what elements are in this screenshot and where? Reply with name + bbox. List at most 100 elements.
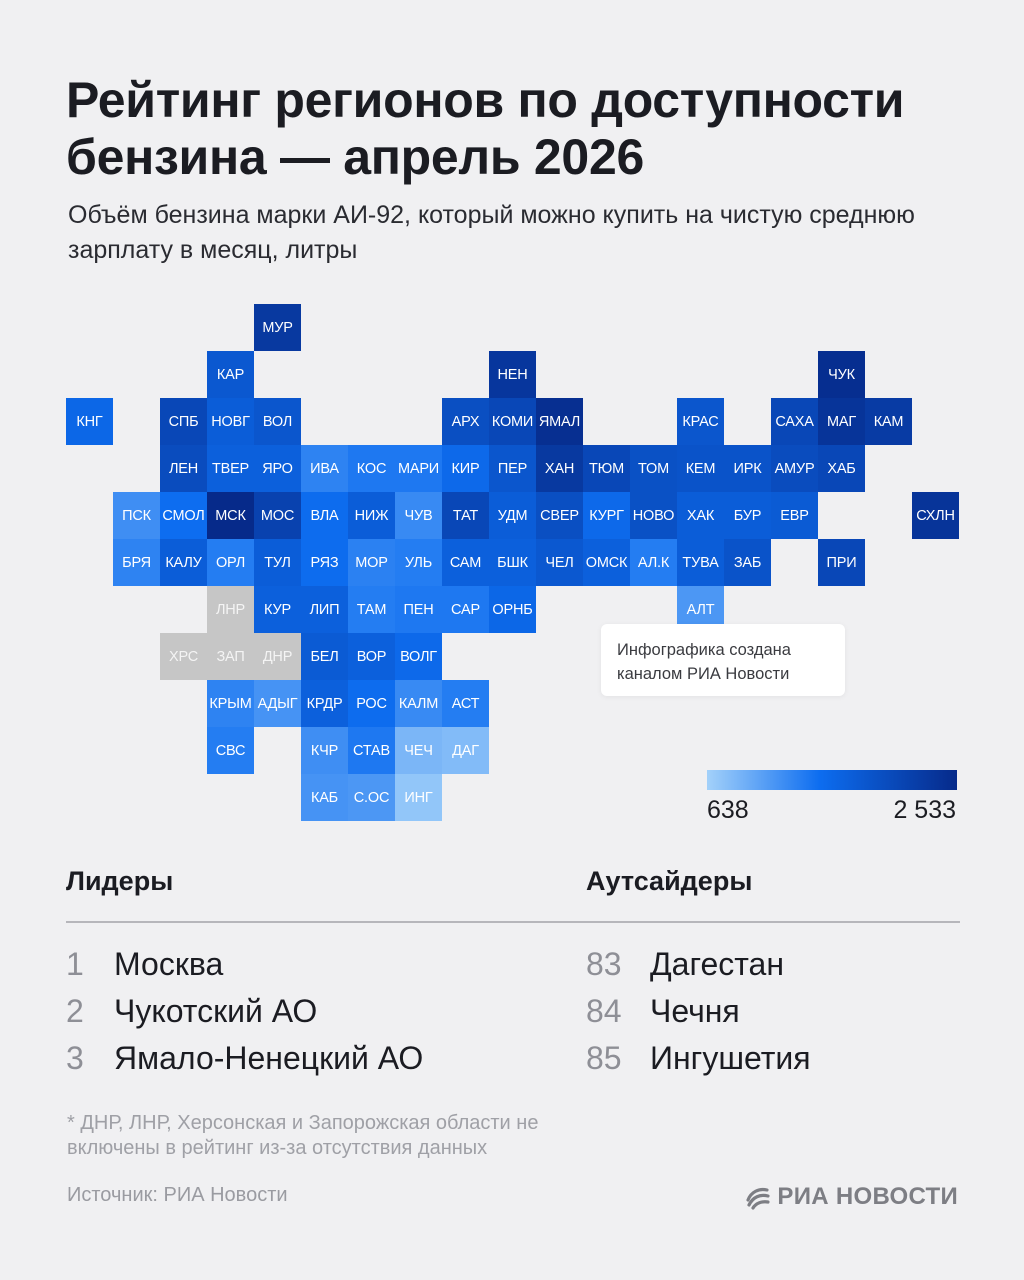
region-tile: ПРИ bbox=[818, 539, 865, 586]
region-tile: КАЛМ bbox=[395, 680, 442, 727]
region-tile: ОМСК bbox=[583, 539, 630, 586]
ria-globe-icon bbox=[746, 1187, 770, 1210]
leader-name: Ямало-Ненецкий АО bbox=[114, 1040, 424, 1076]
region-tile: МУР bbox=[254, 304, 301, 351]
leader-rank: 1 bbox=[66, 946, 84, 982]
region-tile: КРЫМ bbox=[207, 680, 254, 727]
outsider-row: 85 Ингушетия bbox=[586, 1038, 966, 1078]
region-tile: ТЮМ bbox=[583, 445, 630, 492]
region-tile: СПБ bbox=[160, 398, 207, 445]
brand-text: РИА НОВОСТИ bbox=[777, 1183, 958, 1210]
page-subtitle: Объём бензина марки АИ-92, который можно… bbox=[68, 201, 915, 264]
region-tile: НОВГ bbox=[207, 398, 254, 445]
legend-min-label: 638 bbox=[707, 796, 749, 824]
leader-row: 1 Москва bbox=[66, 944, 506, 984]
region-tile: КРАС bbox=[677, 398, 724, 445]
region-tile: БРЯ bbox=[113, 539, 160, 586]
region-tile: ВЛА bbox=[301, 492, 348, 539]
region-tile: ВОЛГ bbox=[395, 633, 442, 680]
leaders-heading: Лидеры bbox=[66, 866, 174, 896]
region-tile: ХРС bbox=[160, 633, 207, 680]
region-tile: АДЫГ bbox=[254, 680, 301, 727]
region-tile: ХАК bbox=[677, 492, 724, 539]
outsider-name: Чечня bbox=[650, 993, 740, 1029]
region-tile: РОС bbox=[348, 680, 395, 727]
region-tile: БШК bbox=[489, 539, 536, 586]
region-tile: КАМ bbox=[865, 398, 912, 445]
region-tile: АМУР bbox=[771, 445, 818, 492]
leader-row: 2 Чукотский АО bbox=[66, 991, 506, 1031]
region-tile: ВОР bbox=[348, 633, 395, 680]
region-tile: ХАН bbox=[536, 445, 583, 492]
region-tile: ЧЕЛ bbox=[536, 539, 583, 586]
region-tile: КЕМ bbox=[677, 445, 724, 492]
region-tile: ТАМ bbox=[348, 586, 395, 633]
region-tile: ТОМ bbox=[630, 445, 677, 492]
region-tile: УЛЬ bbox=[395, 539, 442, 586]
region-tile: ОРЛ bbox=[207, 539, 254, 586]
region-tile: БУР bbox=[724, 492, 771, 539]
region-tile: НЕН bbox=[489, 351, 536, 398]
source-label: Источник: РИА Новости bbox=[67, 1184, 288, 1206]
region-tile: МОС bbox=[254, 492, 301, 539]
region-tile: ЧЕЧ bbox=[395, 727, 442, 774]
region-tile: САМ bbox=[442, 539, 489, 586]
region-tile: ДАГ bbox=[442, 727, 489, 774]
region-tile: ЕВР bbox=[771, 492, 818, 539]
leader-rank: 3 bbox=[66, 1040, 84, 1076]
region-tile: ИНГ bbox=[395, 774, 442, 821]
region-tile: КОМИ bbox=[489, 398, 536, 445]
region-tile: АЛ.К bbox=[630, 539, 677, 586]
region-tile: УДМ bbox=[489, 492, 536, 539]
region-tile: КАР bbox=[207, 351, 254, 398]
outsider-rank: 85 bbox=[586, 1040, 622, 1076]
brand-logo: РИА НОВОСТИ bbox=[745, 1182, 958, 1212]
outsider-name: Ингушетия bbox=[650, 1040, 811, 1076]
region-tile: ВОЛ bbox=[254, 398, 301, 445]
outsider-rank: 84 bbox=[586, 993, 622, 1029]
region-tile: ЛИП bbox=[301, 586, 348, 633]
leader-row: 3 Ямало-Ненецкий АО bbox=[66, 1038, 506, 1078]
region-tile: СВС bbox=[207, 727, 254, 774]
region-tile: КИР bbox=[442, 445, 489, 492]
region-tile: ПЕН bbox=[395, 586, 442, 633]
region-tile: ЛЕН bbox=[160, 445, 207, 492]
section-divider bbox=[66, 921, 960, 923]
region-tile: САР bbox=[442, 586, 489, 633]
region-tile: КНГ bbox=[66, 398, 113, 445]
region-tile: ИРК bbox=[724, 445, 771, 492]
legend-max-label: 2 533 bbox=[893, 796, 956, 824]
region-tile: АРХ bbox=[442, 398, 489, 445]
region-tile: ЗАБ bbox=[724, 539, 771, 586]
region-tile: МОР bbox=[348, 539, 395, 586]
region-tile: СВЕР bbox=[536, 492, 583, 539]
region-tile: ПСК bbox=[113, 492, 160, 539]
region-tile: МСК bbox=[207, 492, 254, 539]
footnote: * ДНР, ЛНР, Херсонская и Запорожская обл… bbox=[67, 1112, 539, 1159]
tile-map: МУР КАР НЕН ЧУК КНГ СПБ НОВГ ВОЛ АРХ КОМИ ЯМАЛ КРАС… bbox=[66, 304, 959, 821]
region-tile: КУР bbox=[254, 586, 301, 633]
region-tile: КОС bbox=[348, 445, 395, 492]
credit-note-line: Инфографика создана bbox=[617, 641, 791, 659]
region-tile: ХАБ bbox=[818, 445, 865, 492]
outsider-name: Дагестан bbox=[650, 946, 784, 982]
region-tile: ОРНБ bbox=[489, 586, 536, 633]
region-tile: КРДР bbox=[301, 680, 348, 727]
region-tile: СМОЛ bbox=[160, 492, 207, 539]
region-tile: НОВО bbox=[630, 492, 677, 539]
legend-gradient-bar bbox=[707, 770, 957, 790]
region-tile: ДНР bbox=[254, 633, 301, 680]
region-tile: САХА bbox=[771, 398, 818, 445]
leader-rank: 2 bbox=[66, 993, 84, 1029]
leader-name: Москва bbox=[114, 946, 224, 982]
region-tile: БЕЛ bbox=[301, 633, 348, 680]
region-tile: ТАТ bbox=[442, 492, 489, 539]
region-tile: ИВА bbox=[301, 445, 348, 492]
outsider-row: 84 Чечня bbox=[586, 991, 966, 1031]
region-tile: ЯРО bbox=[254, 445, 301, 492]
region-tile: ТУВА bbox=[677, 539, 724, 586]
region-tile: АСТ bbox=[442, 680, 489, 727]
region-tile: СТАВ bbox=[348, 727, 395, 774]
page-title: Рейтинг регионов по доступности бензина … bbox=[66, 72, 905, 185]
region-tile: МАРИ bbox=[395, 445, 442, 492]
